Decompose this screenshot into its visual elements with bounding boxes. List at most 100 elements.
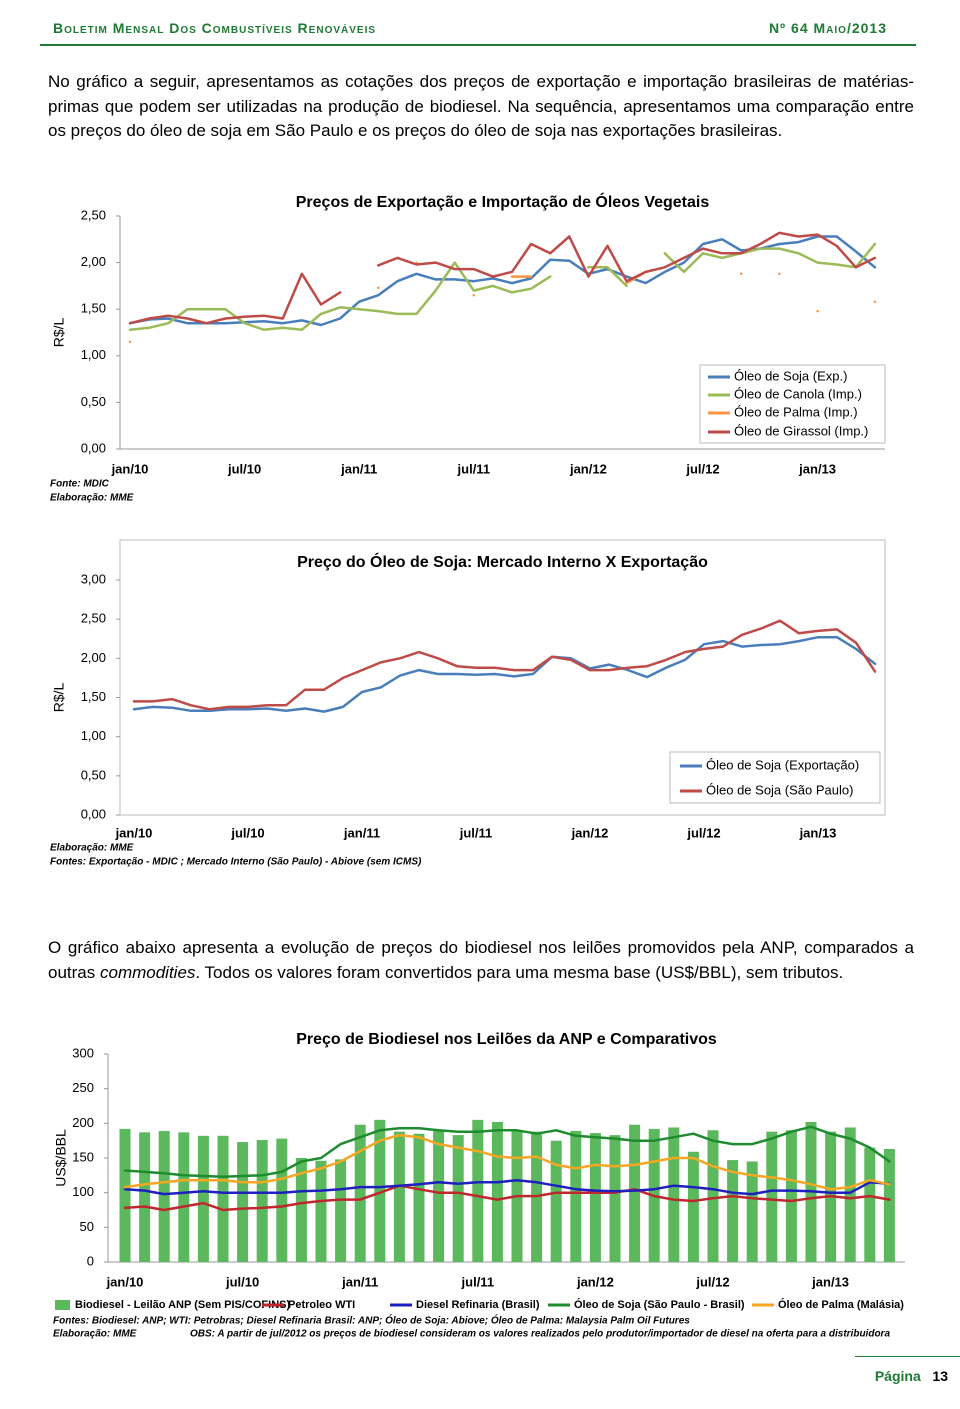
text: commodities [99,962,196,982]
y-tick-label: 2,50 [81,207,106,222]
y-tick-label: 2,00 [81,254,106,269]
bar [433,1130,445,1262]
line [123,1178,891,1196]
bar [452,1135,464,1262]
header-title: Boletim Mensal Dos Combustíveis Renováve… [53,20,377,36]
x-tick-label: jan/10 [106,1274,144,1289]
x-tick-label: jan/12 [576,1274,614,1289]
bar [197,1135,209,1262]
bar [413,1133,425,1262]
legend-label: Diesel Refinaria (Brasil) [416,1299,540,1311]
x-tick-label: jul/10 [227,461,261,476]
x-tick-label: jul/10 [225,1274,259,1289]
x-tick-label: jan/10 [111,461,149,476]
bar [119,1128,131,1262]
chart-title: Preço de Biodiesel nos Leilões da ANP e … [296,1031,717,1048]
header-rule [40,44,916,46]
y-tick-label: 0,50 [81,767,106,782]
chart-note: OBS: A partir de jul/2012 os preços de b… [190,1329,890,1340]
bar [315,1160,327,1262]
x-tick-label: jul/11 [459,825,493,840]
bar [374,1119,386,1262]
x-tick-label: jan/11 [343,825,380,840]
legend-label: Óleo de Palma (Imp.) [734,404,858,419]
bar [629,1124,641,1262]
bar [570,1130,582,1262]
line [132,635,877,713]
bar [687,1151,699,1262]
x-tick-label: jan/13 [811,1274,849,1289]
y-tick-label: 0,00 [81,806,106,821]
chart-note: Fonte: MDIC [50,479,110,490]
line [123,1184,891,1212]
bar [746,1161,758,1262]
y-tick-label: 150 [72,1149,94,1164]
bar [883,1148,895,1262]
bar [668,1127,680,1262]
bar [158,1130,170,1262]
y-tick-label: 3,00 [81,571,106,586]
x-tick-label: jan/13 [799,825,837,840]
y-tick-label: 300 [72,1045,94,1060]
bar [766,1131,778,1262]
x-tick-label: jul/11 [457,461,491,476]
x-tick-label: jan/11 [340,461,377,476]
legend-box [699,364,886,444]
paragraph: O gráfico abaixo apresenta a evolução de… [48,936,914,985]
y-tick-label: 250 [72,1080,94,1095]
line [123,1125,891,1178]
y-tick-label: 0 [87,1253,94,1268]
line [128,247,877,344]
y-axis-label: R$/L [51,683,67,713]
x-tick-label: jul/11 [461,1274,495,1289]
bar [237,1142,249,1262]
bar [335,1159,347,1262]
legend-label: Biodiesel - Leilão ANP (Sem PIS/COFINS) [75,1299,290,1311]
bar [550,1140,562,1262]
legend-label: Petroleo WTI [288,1299,355,1311]
legend-label: Óleo de Soja (São Paulo - Brasil) [574,1298,745,1311]
y-tick-label: 100 [72,1184,94,1199]
bar [139,1132,151,1262]
y-tick-label: 2,50 [81,611,106,626]
line [132,619,877,711]
x-tick-label: jul/12 [685,461,719,476]
plot-frame [119,539,886,816]
y-tick-label: 50 [80,1219,94,1234]
legend-label: Óleo de Soja (São Paulo) [706,782,853,797]
text: . Todos os valores foram convertidos par… [195,962,844,982]
bar [707,1130,719,1262]
x-tick-label: jul/10 [230,825,264,840]
y-tick-label: 0,00 [81,440,106,455]
bar [472,1119,484,1262]
line [128,231,877,325]
y-tick-label: 2,00 [81,650,106,665]
chart-title: Preços de Exportação e Importação de Óle… [296,192,710,211]
chart-title: Preço do Óleo de Soja: Mercado Interno X… [297,552,708,571]
bar [393,1131,405,1262]
header-issue: Nº 64 Maio/2013 [768,20,887,36]
bar [276,1138,288,1262]
x-tick-label: jul/12 [695,1274,729,1289]
x-tick-label: jan/12 [569,461,607,476]
footer-rule [855,1356,960,1357]
legend-label: Óleo de Canola (Imp.) [734,386,862,401]
y-axis-label: R$/L [51,318,67,348]
bar [785,1130,797,1262]
page-number: 13 [932,1368,948,1384]
legend-label: Óleo de Girassol (Imp.) [734,423,868,438]
bar [727,1160,739,1262]
y-tick-label: 1,50 [81,301,106,316]
x-tick-label: jan/12 [571,825,609,840]
legend-box [669,751,881,804]
y-tick-label: 1,00 [81,347,106,362]
chart-note: Fontes: Biodiesel: ANP; WTI: Petrobras; … [53,1314,690,1327]
legend-swatch [55,1300,70,1310]
line [123,1133,891,1191]
footer: Página 13 [875,1368,948,1384]
chart-note: Fontes: Exportação - MDIC ; Mercado Inte… [50,857,422,868]
bar [844,1127,856,1262]
y-tick-label: 200 [72,1115,94,1130]
